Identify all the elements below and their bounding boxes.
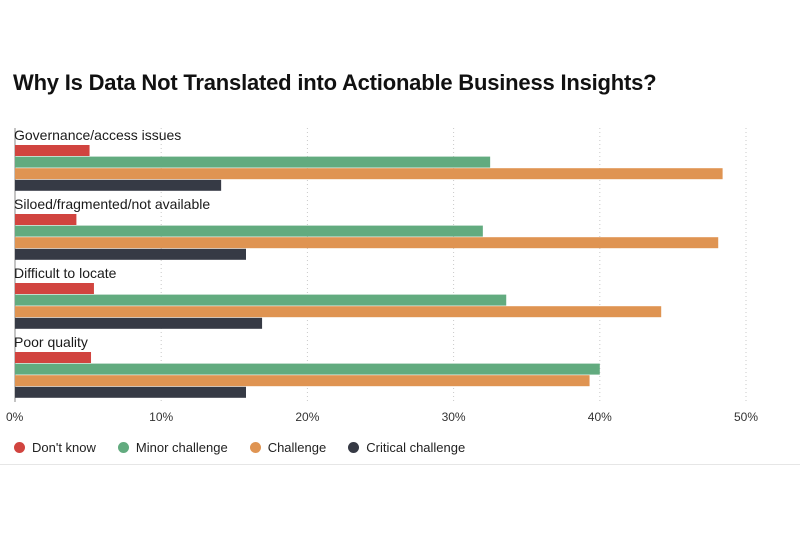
bar-dont-know — [15, 352, 92, 363]
bar-challenge — [15, 306, 662, 318]
x-tick-label: 0% — [6, 410, 24, 424]
x-tick-label: 10% — [149, 410, 173, 424]
x-tick-label: 30% — [442, 410, 466, 424]
legend: Don't know Minor challenge Challenge Critic… — [14, 440, 487, 455]
category-label: Poor quality — [14, 334, 88, 350]
bar-challenge — [15, 375, 590, 387]
bar-dont-know — [15, 145, 90, 156]
legend-swatch — [117, 442, 129, 453]
x-tick-label: 20% — [295, 410, 319, 424]
bar-minor-challenge — [15, 363, 600, 375]
bar-dont-know — [15, 214, 77, 225]
bar-critical-challenge — [15, 179, 222, 191]
category-labels: Governance/access issues Siloed/fragmente… — [14, 127, 210, 350]
legend-label: Critical challenge — [366, 440, 466, 455]
bar-critical-challenge — [15, 248, 246, 260]
bar-minor-challenge — [15, 225, 483, 237]
legend-item: Don't know — [14, 440, 96, 455]
legend-label: Don't know — [32, 440, 96, 455]
legend-swatch — [249, 442, 261, 453]
category-label: Governance/access issues — [14, 127, 181, 143]
bar-challenge — [15, 168, 723, 180]
bar-critical-challenge — [15, 386, 246, 398]
legend-item: Challenge — [249, 440, 327, 455]
legend-label: Challenge — [267, 440, 327, 455]
divider — [0, 464, 800, 465]
category-label: Siloed/fragmented/not available — [14, 196, 210, 212]
x-tick-label: 40% — [588, 410, 612, 424]
bars — [15, 145, 723, 398]
category-label: Difficult to locate — [14, 265, 117, 281]
bar-dont-know — [15, 283, 94, 294]
legend-item: Critical challenge — [348, 440, 465, 455]
bar-minor-challenge — [15, 156, 491, 168]
legend-label: Minor challenge — [135, 440, 228, 455]
legend-item: Minor challenge — [117, 440, 228, 455]
legend-swatch — [14, 442, 25, 453]
bar-critical-challenge — [15, 317, 263, 329]
chart-title: Why Is Data Not Translated into Actionab… — [13, 70, 657, 95]
x-tick-label: 50% — [734, 410, 758, 424]
bar-minor-challenge — [15, 294, 507, 306]
x-axis-ticks: 0% 10% 20% 30% 40% 50% — [6, 410, 758, 424]
bar-challenge — [15, 237, 719, 249]
legend-swatch — [348, 442, 360, 453]
